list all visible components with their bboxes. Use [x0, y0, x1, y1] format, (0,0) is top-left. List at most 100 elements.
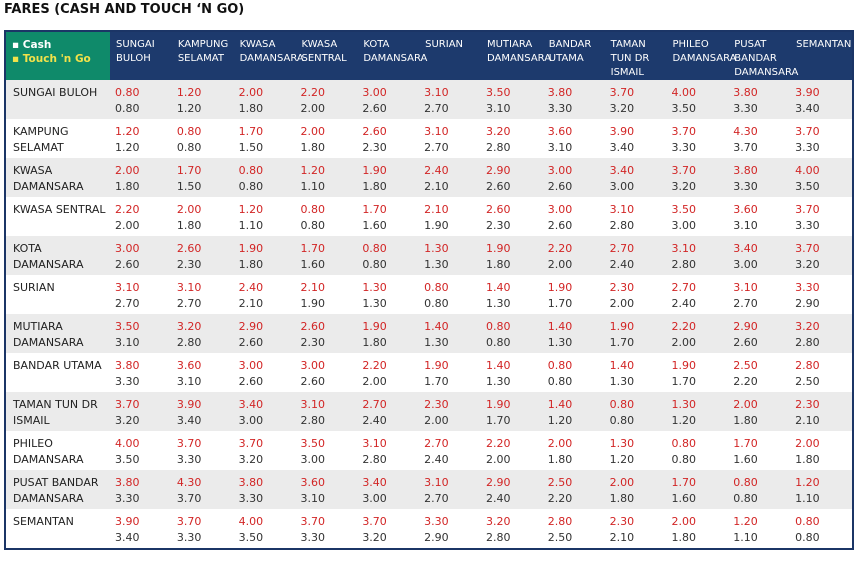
tng-fare: 3.10 — [176, 375, 202, 388]
cash-fare: 3.60 — [733, 203, 758, 216]
fare-cell: 3.30 2.90 — [790, 275, 852, 314]
tng-fare: 2.40 — [424, 453, 449, 466]
cash-fare: 1.20 — [795, 476, 820, 489]
tng-fare: 2.70 — [424, 492, 449, 505]
tng-fare: 3.30 — [176, 531, 202, 544]
cash-fare: 3.80 — [733, 86, 758, 99]
cash-fare: 2.70 — [671, 281, 696, 294]
cash-fare: 1.40 — [485, 359, 511, 372]
fare-cell: 0.80 0.80 — [295, 197, 358, 236]
cash-fare: 1.70 — [362, 203, 387, 216]
tng-fare: 1.20 — [671, 414, 696, 427]
tng-fare: 3.30 — [115, 375, 140, 388]
table-row: MUTIARA DAMANSARA 3.50 3.10 3.20 2.80 2.90 2.6… — [6, 314, 852, 353]
tng-fare: 2.30 — [300, 336, 325, 349]
cash-fare: 2.20 — [115, 203, 140, 216]
cash-fare: 0.80 — [485, 320, 511, 333]
cash-fare: 0.80 — [115, 86, 140, 99]
cash-fare: 0.80 — [795, 515, 820, 528]
fare-cell: 1.20 1.20 — [171, 80, 234, 119]
cash-fare: 4.30 — [733, 125, 758, 138]
fare-cell: 1.90 1.80 — [480, 236, 543, 275]
tng-fare: 3.00 — [671, 219, 696, 232]
cash-fare: 3.80 — [547, 86, 573, 99]
fare-cell: 3.60 3.10 — [171, 353, 234, 392]
cash-fare: 3.90 — [795, 86, 820, 99]
cash-fare: 1.90 — [424, 359, 449, 372]
tng-fare: 3.30 — [176, 453, 202, 466]
cash-fare: 3.70 — [176, 515, 202, 528]
tng-fare: 1.80 — [547, 453, 573, 466]
cash-fare: 1.70 — [733, 437, 758, 450]
fare-cell: 0.80 0.80 — [666, 431, 729, 470]
tng-fare: 1.20 — [547, 414, 573, 427]
fare-cell: 3.70 3.30 — [171, 509, 234, 548]
tng-fare: 3.30 — [733, 180, 758, 193]
tng-fare: 2.10 — [795, 414, 820, 427]
fare-cell: 3.20 2.80 — [480, 509, 543, 548]
tng-fare: 2.70 — [176, 297, 202, 310]
tng-fare: 1.60 — [362, 219, 387, 232]
fare-cell: 0.80 0.80 — [728, 470, 791, 509]
column-header: KWASA DAMANSARA — [233, 32, 304, 80]
tng-fare: 1.80 — [362, 180, 387, 193]
cash-fare: 3.30 — [795, 281, 820, 294]
header-row: ▪ Cash ▪ Touch 'n Go SUNGAI BULOH KAMPUNG … — [6, 32, 852, 80]
station-name: SEMANTAN — [6, 509, 110, 548]
tng-fare: 2.60 — [238, 375, 264, 388]
tng-fare: 1.80 — [238, 102, 264, 115]
tng-fare: 0.80 — [115, 102, 140, 115]
tng-fare: 1.50 — [176, 180, 202, 193]
cash-fare: 3.10 — [300, 398, 325, 411]
tng-fare: 2.50 — [547, 531, 573, 544]
fare-cell: 0.80 0.80 — [110, 80, 172, 119]
fare-cell: 1.40 1.30 — [542, 314, 605, 353]
tng-fare: 3.20 — [795, 258, 820, 271]
cash-fare: 2.10 — [424, 203, 449, 216]
tng-fare: 3.20 — [238, 453, 264, 466]
tng-fare: 1.80 — [238, 258, 264, 271]
cash-fare: 2.20 — [547, 242, 573, 255]
table-body: SUNGAI BULOH 0.80 0.80 1.20 1.20 2.00 1.80 2.20… — [6, 80, 852, 548]
cash-fare: 3.00 — [547, 164, 573, 177]
cash-fare: 2.30 — [609, 515, 635, 528]
tng-fare: 3.70 — [176, 492, 202, 505]
fare-cell: 3.60 3.10 — [542, 119, 605, 158]
station-name: TAMAN TUN DR ISMAIL — [6, 392, 110, 431]
tng-fare: 1.10 — [733, 531, 758, 544]
fare-cell: 3.90 3.40 — [110, 509, 172, 548]
cash-fare: 3.10 — [424, 125, 449, 138]
fare-cell: 4.00 3.50 — [790, 158, 852, 197]
fare-cell: 1.70 1.50 — [171, 158, 234, 197]
fare-cell: 3.90 3.40 — [171, 392, 234, 431]
cash-fare: 0.80 — [176, 125, 202, 138]
cash-fare: 1.70 — [176, 164, 202, 177]
tng-fare: 2.50 — [795, 375, 820, 388]
column-header: KOTA DAMANSARA — [357, 32, 427, 80]
fare-cell: 3.90 3.40 — [604, 119, 667, 158]
cash-fare: 1.20 — [733, 515, 758, 528]
cash-fare: 3.00 — [547, 203, 573, 216]
cash-fare: 3.60 — [300, 476, 325, 489]
fare-cell: 2.40 2.10 — [233, 275, 296, 314]
tng-fare: 1.80 — [176, 219, 202, 232]
tng-fare: 2.80 — [176, 336, 202, 349]
cash-fare: 3.50 — [300, 437, 325, 450]
tng-fare: 2.10 — [609, 531, 635, 544]
fare-cell: 2.70 2.40 — [419, 431, 481, 470]
tng-fare: 2.60 — [547, 180, 573, 193]
fare-cell: 3.70 3.30 — [790, 197, 852, 236]
cash-fare: 3.80 — [238, 476, 264, 489]
fare-cell: 2.50 2.20 — [728, 353, 791, 392]
tng-fare: 3.30 — [795, 141, 820, 154]
table-row: KOTA DAMANSARA 3.00 2.60 2.60 2.30 1.90 1.80 1.… — [6, 236, 852, 275]
fare-cell: 3.40 3.00 — [728, 236, 791, 275]
tng-fare: 3.00 — [362, 492, 387, 505]
tng-fare: 2.80 — [795, 336, 820, 349]
fare-cell: 1.20 1.10 — [295, 158, 358, 197]
tng-fare: 3.40 — [115, 531, 140, 544]
cash-fare: 3.70 — [362, 515, 387, 528]
table-row: PUSAT BANDAR DAMANSARA 3.80 3.30 4.30 3.70 3.… — [6, 470, 852, 509]
tng-fare: 2.20 — [547, 492, 573, 505]
tng-fare: 1.70 — [671, 375, 696, 388]
